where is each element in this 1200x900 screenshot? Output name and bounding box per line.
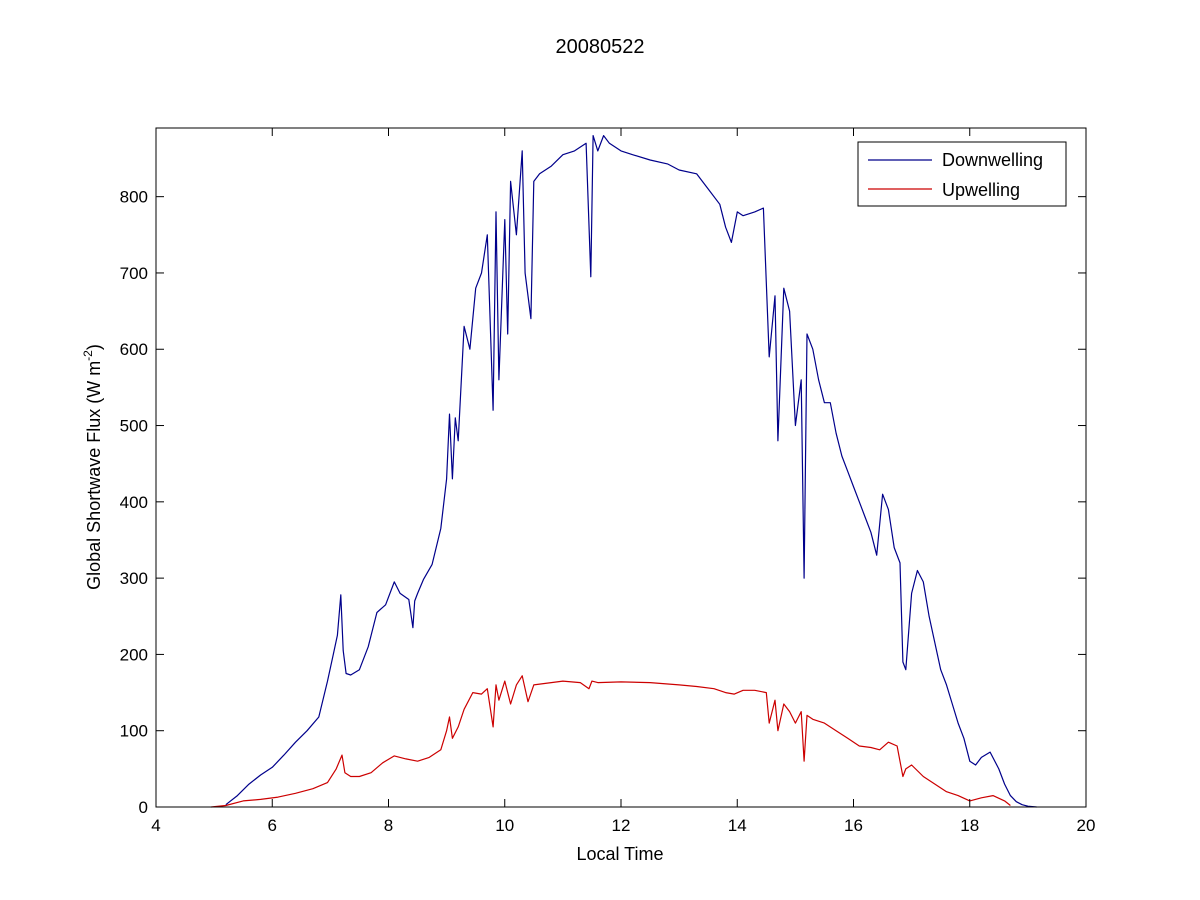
legend-box [857, 141, 1067, 207]
series-line-upwelling [211, 675, 1011, 808]
legend-label-upwelling: Upwelling [942, 180, 1020, 200]
legend: Downwelling Upwelling [857, 141, 1067, 207]
legend-label-downwelling: Downwelling [942, 150, 1043, 170]
x-tick-label: 12 [612, 816, 631, 835]
x-tick-label: 18 [960, 816, 979, 835]
x-axis-label: Local Time [576, 844, 663, 864]
y-axis-label: Global Shortwave Flux (W m-2) [81, 344, 104, 590]
series-layer [211, 135, 1037, 808]
plot-area [156, 128, 1086, 807]
x-tick-label: 20 [1077, 816, 1096, 835]
x-tick-label: 4 [151, 816, 160, 835]
y-axis-label-close: ) [84, 344, 104, 350]
chart-title: 20080522 [556, 36, 645, 58]
x-axis: 4 6 8 10 12 14 16 18 20 [151, 128, 1095, 835]
y-tick-label: 0 [139, 798, 148, 817]
x-tick-label: 14 [728, 816, 747, 835]
y-tick-label: 500 [120, 417, 148, 436]
x-tick-label: 8 [384, 816, 393, 835]
y-tick-label: 600 [120, 340, 148, 359]
x-tick-label: 10 [495, 816, 514, 835]
y-tick-label: 100 [120, 722, 148, 741]
y-tick-label: 300 [120, 569, 148, 588]
y-axis-label-superscript: -2 [81, 350, 95, 361]
y-axis: 0 100 200 300 400 500 600 700 800 [120, 188, 1086, 817]
y-tick-label: 200 [120, 645, 148, 664]
y-axis-label-main: Global Shortwave Flux (W m [84, 361, 104, 590]
x-tick-label: 6 [268, 816, 277, 835]
y-tick-label: 700 [120, 264, 148, 283]
y-tick-label: 400 [120, 493, 148, 512]
y-tick-label: 800 [120, 188, 148, 207]
series-line-downwelling [225, 135, 1037, 808]
x-tick-label: 16 [844, 816, 863, 835]
